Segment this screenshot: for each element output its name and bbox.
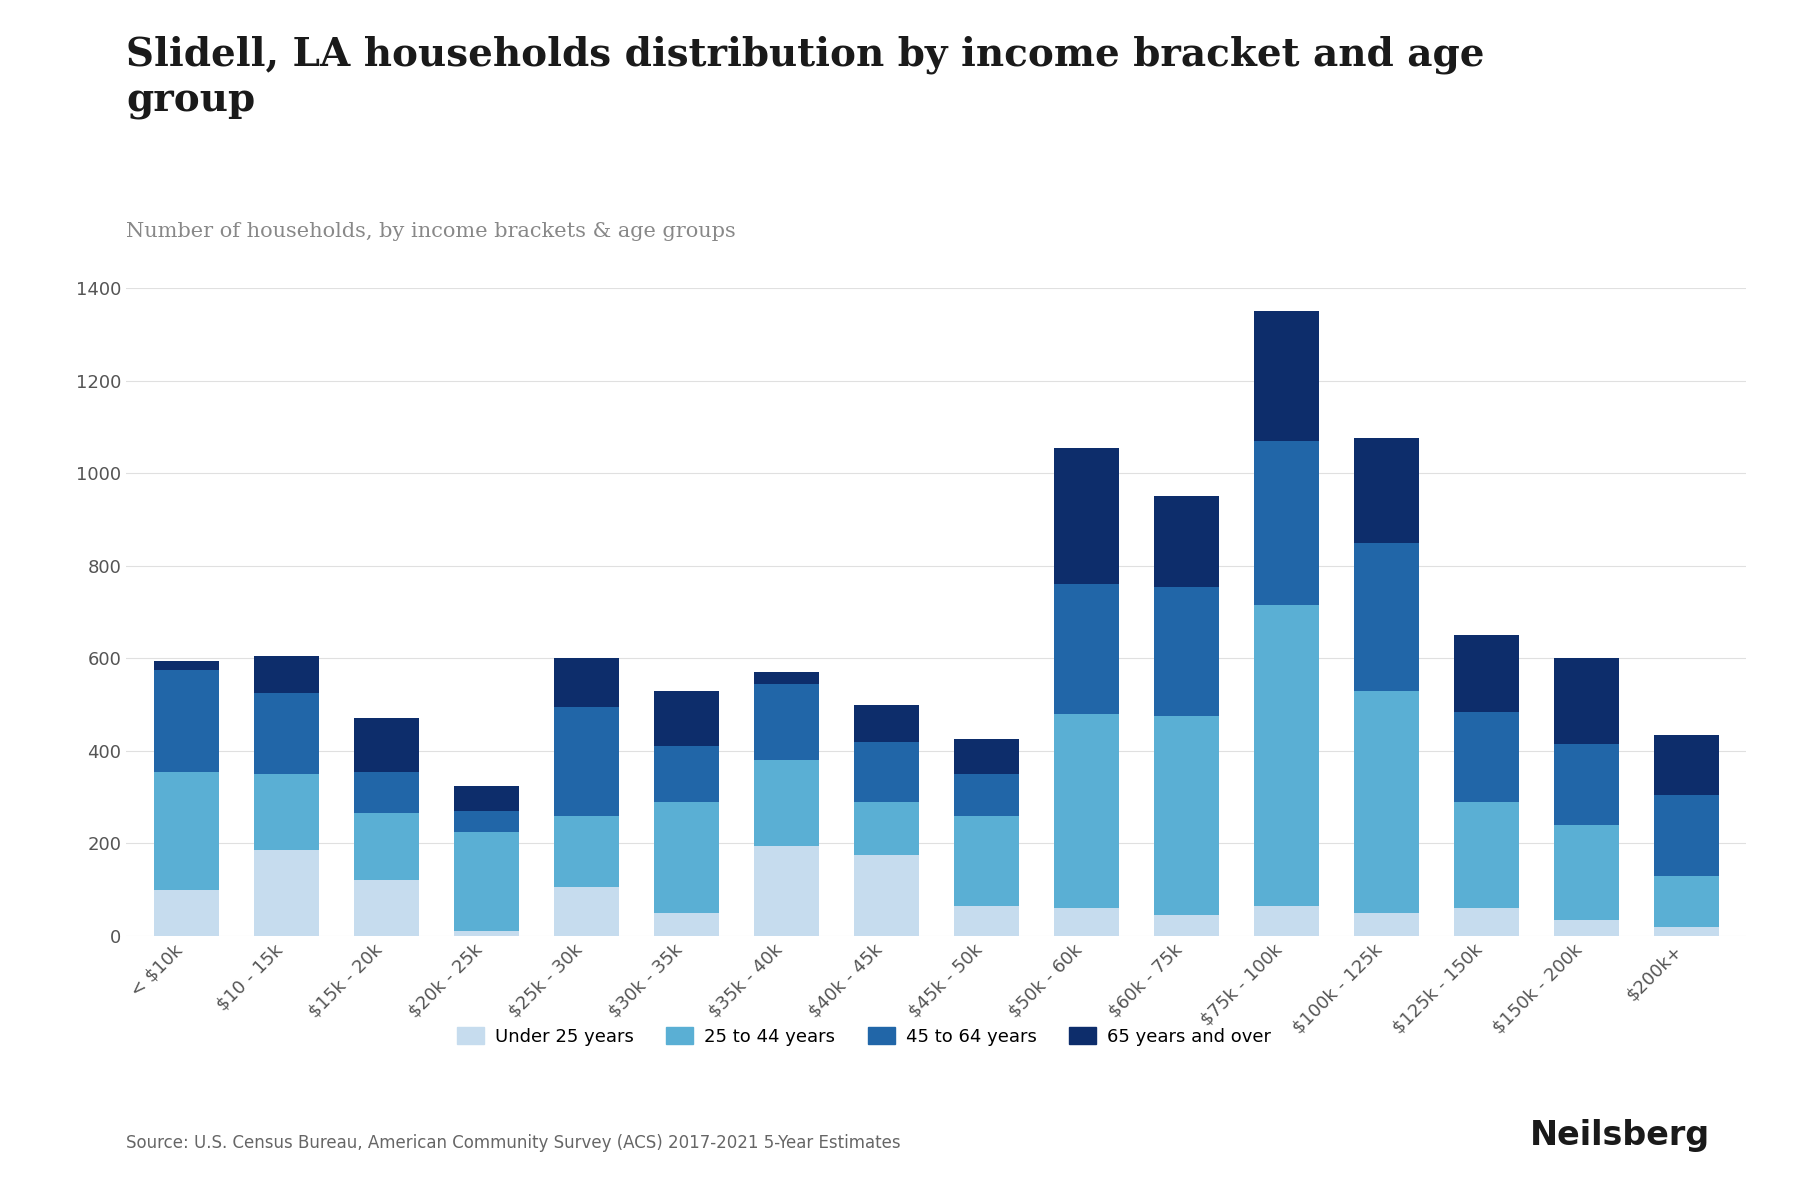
Bar — [754, 846, 819, 936]
Text: Source: U.S. Census Bureau, American Community Survey (ACS) 2017-2021 5-Year Est: Source: U.S. Census Bureau, American Com… — [126, 1134, 900, 1152]
Bar — [1454, 712, 1519, 802]
Bar — [1253, 906, 1318, 936]
Bar — [1053, 448, 1118, 584]
Bar — [254, 851, 319, 936]
Bar — [653, 913, 718, 936]
Bar — [653, 802, 718, 913]
Bar — [853, 704, 918, 742]
Bar — [254, 774, 319, 851]
Bar — [1553, 744, 1618, 824]
Bar — [454, 786, 518, 811]
Bar — [954, 816, 1019, 906]
Bar — [353, 772, 418, 814]
Bar — [653, 691, 718, 746]
Bar — [1454, 635, 1519, 712]
Bar — [254, 692, 319, 774]
Bar — [1354, 913, 1418, 936]
Bar — [454, 931, 518, 936]
Bar — [1154, 716, 1219, 916]
Text: Neilsberg: Neilsberg — [1530, 1118, 1710, 1152]
Bar — [853, 742, 918, 802]
Bar — [554, 816, 619, 888]
Text: Number of households, by income brackets & age groups: Number of households, by income brackets… — [126, 222, 736, 241]
Bar — [853, 854, 918, 936]
Bar — [1253, 440, 1318, 605]
Bar — [153, 670, 218, 772]
Bar — [1654, 876, 1719, 926]
Bar — [1253, 605, 1318, 906]
Bar — [353, 814, 418, 881]
Bar — [1053, 714, 1118, 908]
Bar — [1553, 919, 1618, 936]
Bar — [1553, 659, 1618, 744]
Bar — [754, 672, 819, 684]
Bar — [754, 684, 819, 760]
Bar — [1654, 926, 1719, 936]
Legend: Under 25 years, 25 to 44 years, 45 to 64 years, 65 years and over: Under 25 years, 25 to 44 years, 45 to 64… — [450, 1020, 1278, 1052]
Bar — [153, 772, 218, 889]
Bar — [1154, 916, 1219, 936]
Bar — [1654, 734, 1719, 794]
Bar — [554, 707, 619, 816]
Bar — [153, 889, 218, 936]
Bar — [1553, 824, 1618, 919]
Bar — [954, 739, 1019, 774]
Bar — [1154, 497, 1219, 587]
Bar — [454, 832, 518, 931]
Bar — [254, 656, 319, 692]
Bar — [653, 746, 718, 802]
Bar — [1354, 438, 1418, 542]
Bar — [1053, 908, 1118, 936]
Bar — [554, 659, 619, 707]
Bar — [853, 802, 918, 854]
Bar — [1454, 908, 1519, 936]
Bar — [754, 760, 819, 846]
Bar — [1354, 691, 1418, 913]
Bar — [1154, 587, 1219, 716]
Bar — [1053, 584, 1118, 714]
Bar — [153, 660, 218, 670]
Bar — [353, 719, 418, 772]
Bar — [1654, 794, 1719, 876]
Bar — [954, 906, 1019, 936]
Text: Slidell, LA households distribution by income bracket and age
group: Slidell, LA households distribution by i… — [126, 36, 1485, 120]
Bar — [954, 774, 1019, 816]
Bar — [353, 881, 418, 936]
Bar — [1354, 542, 1418, 691]
Bar — [454, 811, 518, 832]
Bar — [1454, 802, 1519, 908]
Bar — [554, 888, 619, 936]
Bar — [1253, 311, 1318, 440]
